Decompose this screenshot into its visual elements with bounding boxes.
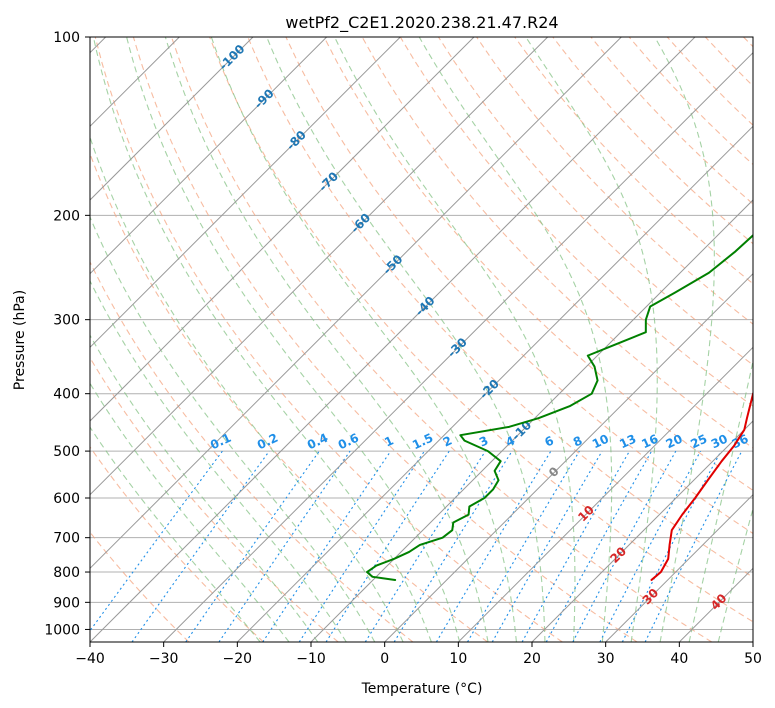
y-tick-label: 800	[53, 565, 80, 581]
moist-adiabat	[418, 37, 613, 642]
grid-layer	[90, 37, 753, 630]
isotherm-line	[310, 199, 753, 642]
mixing-ratio-line	[435, 450, 552, 642]
mixing-ratio-line	[521, 450, 630, 642]
mixing-ratio-lines	[90, 450, 743, 642]
mixing-ratio-label: 30	[709, 432, 730, 452]
moist-adiabat	[717, 506, 753, 642]
isotherm-line	[384, 272, 753, 642]
dry-adiabat	[209, 37, 753, 623]
x-tick-label: −10	[296, 651, 326, 667]
isotherm-line	[605, 493, 753, 642]
isotherm-line	[90, 37, 401, 349]
isotherm-line	[236, 125, 753, 642]
dewpoint-line	[365, 234, 753, 581]
dry-adiabat	[90, 446, 264, 642]
moist-adiabat	[688, 358, 753, 642]
isotherm-line	[163, 51, 753, 642]
x-tick-label: 30	[597, 651, 615, 667]
x-tick-label: 0	[380, 651, 389, 667]
mixing-ratio-line	[467, 450, 580, 642]
isotherm-line	[90, 37, 328, 275]
y-tick-label: 700	[53, 531, 80, 547]
temperature-line	[650, 391, 753, 581]
x-tick-label: −40	[75, 651, 105, 667]
x-tick-label: 40	[670, 651, 688, 667]
dry-adiabat	[94, 37, 563, 642]
moist-adiabat	[90, 426, 261, 642]
x-tick-label: −20	[223, 651, 253, 667]
moist-adiabat	[266, 37, 546, 642]
moist-adiabat	[90, 334, 319, 642]
y-tick-label: 200	[53, 208, 80, 224]
mixing-ratio-label: 10	[590, 432, 611, 452]
x-tick-label: −30	[149, 651, 179, 667]
isotherm-line	[90, 37, 475, 422]
mixing-ratio-label: 16	[639, 432, 660, 452]
mixing-ratio-line	[185, 450, 320, 642]
mixing-ratio-line	[393, 450, 513, 642]
dry-adiabat	[247, 37, 753, 578]
mixing-ratio-line	[599, 450, 702, 642]
mixing-ratio-line	[545, 450, 653, 642]
x-tick-label: 10	[449, 651, 467, 667]
plot-frame	[89, 36, 754, 643]
isotherm-line	[752, 641, 753, 642]
mixing-ratio-label: 25	[688, 432, 709, 452]
mixing-ratio-label: 20	[664, 432, 685, 452]
x-tick-label: 50	[744, 651, 762, 667]
isotherm-line	[90, 37, 622, 570]
y-tick-label: 300	[53, 313, 80, 329]
isotherm-line	[90, 37, 696, 642]
plot-area	[90, 37, 753, 642]
y-tick-label: 400	[53, 387, 80, 403]
moist-adiabat	[164, 37, 489, 642]
y-tick-label: 1000	[44, 622, 80, 638]
moist-adiabat	[654, 37, 715, 642]
x-tick-label: 20	[523, 651, 541, 667]
mixing-ratio-line	[90, 450, 223, 632]
plot-background	[90, 37, 753, 642]
isotherms	[90, 37, 753, 642]
mixing-ratio-line	[491, 450, 603, 642]
moist-adiabat	[126, 37, 461, 642]
profile-series	[365, 234, 753, 581]
y-tick-label: 500	[53, 444, 80, 460]
y-tick-label: 900	[53, 595, 80, 611]
x-axis-label: Temperature (°C)	[361, 681, 483, 697]
isotherm-line	[457, 346, 753, 642]
axes: −40 −30 −20 −10 0 10 20 30 40 50 100 200 300 400 500 60…	[44, 30, 762, 667]
chart-title: wetPf2_C2E1.2020.238.21.47.R24	[285, 13, 558, 33]
dry-adiabat	[170, 37, 713, 642]
isotherm-line	[90, 37, 254, 201]
moist-adiabat	[90, 382, 290, 642]
y-tick-label: 600	[53, 491, 80, 507]
moist-adiabat	[90, 279, 347, 642]
isotherm-line	[90, 37, 549, 496]
dry-adiabat	[476, 37, 753, 325]
mixing-ratio-label: 13	[617, 432, 638, 452]
y-tick-label: 100	[53, 30, 80, 46]
mixing-ratio-line	[572, 450, 677, 642]
moist-adiabat	[92, 37, 432, 642]
isotherm-line	[531, 420, 753, 642]
dry-adiabat	[285, 37, 753, 535]
mixing-ratio-line	[298, 450, 425, 642]
mixing-ratio-line	[325, 450, 450, 642]
dry-adiabat	[514, 37, 753, 285]
dry-adiabat	[323, 37, 753, 492]
mixing-ratio-line	[644, 450, 743, 642]
mixing-ratio-line	[364, 450, 486, 642]
moist-adiabat	[525, 37, 658, 642]
dry-adiabat	[90, 260, 414, 642]
y-axis-label: Pressure (hPa)	[12, 290, 28, 390]
